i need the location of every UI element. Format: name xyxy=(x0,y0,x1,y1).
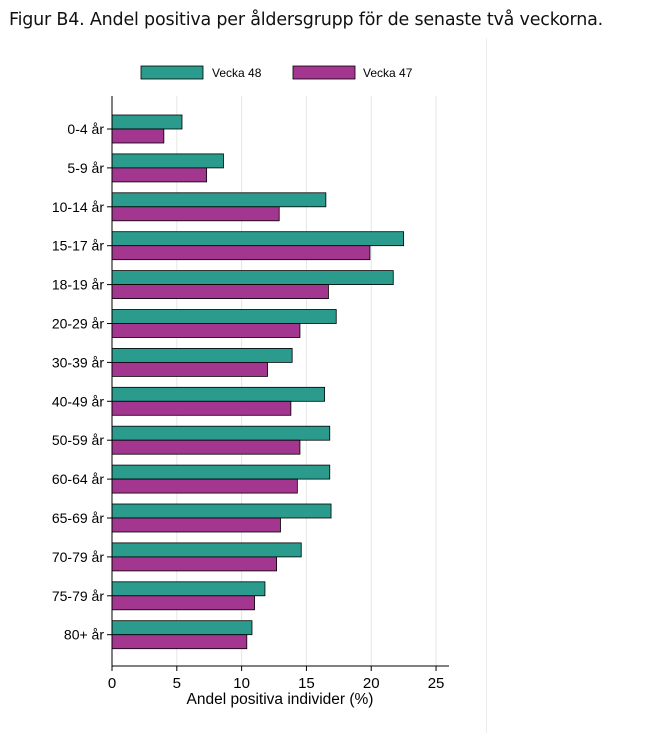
bars xyxy=(111,114,405,650)
category-label-5: 20-29 år xyxy=(52,316,104,332)
bar-vecka-48-13 xyxy=(111,620,253,636)
bar-vecka-47-9 xyxy=(111,478,298,494)
category-label-9: 60-64 år xyxy=(52,471,104,487)
figure-title: Figur B4. Andel positiva per åldersgrupp… xyxy=(9,10,603,30)
bar-vecka-48-8 xyxy=(111,425,331,441)
bar-vecka-47-4 xyxy=(111,284,329,300)
category-label-7: 40-49 år xyxy=(52,393,104,409)
x-tick-label-10: 10 xyxy=(233,675,250,692)
category-label-3: 15-17 år xyxy=(52,238,104,254)
legend-swatch-vecka-48 xyxy=(140,65,204,80)
legend-label-vecka-47: Vecka 47 xyxy=(363,66,413,80)
bar-chart: Vecka 48 Vecka 47 0-4 år 5-9 år 10-14 år 15… xyxy=(52,65,449,708)
x-tick-label-25: 25 xyxy=(428,675,445,692)
category-label-8: 50-59 år xyxy=(52,432,104,448)
category-label-2: 10-14 år xyxy=(52,199,104,215)
legend: Vecka 48 Vecka 47 xyxy=(140,65,413,80)
bar-vecka-48-10 xyxy=(111,503,332,519)
bar-vecka-48-5 xyxy=(111,309,337,324)
category-label-1: 5-9 år xyxy=(67,160,104,176)
x-tick-label-5: 5 xyxy=(173,675,181,692)
chart-panel: Vecka 48 Vecka 47 0-4 år 5-9 år 10-14 år 15… xyxy=(0,38,487,733)
grid-lines xyxy=(176,96,437,666)
category-label-13: 80+ år xyxy=(64,627,104,643)
x-axis-title: Andel positiva individer (%) xyxy=(187,691,374,708)
bar-vecka-48-2 xyxy=(111,192,327,208)
category-label-4: 18-19 år xyxy=(52,277,104,293)
bar-vecka-47-7 xyxy=(111,400,292,416)
category-label-0: 0-4 år xyxy=(67,121,104,137)
bar-vecka-47-2 xyxy=(111,206,280,222)
bar-vecka-47-0 xyxy=(111,128,165,144)
x-tick-label-20: 20 xyxy=(363,675,380,692)
bar-vecka-48-7 xyxy=(111,386,325,402)
bar-vecka-48-11 xyxy=(111,542,302,558)
category-labels: 0-4 år 5-9 år 10-14 år 15-17 år 18-19 år 20-2… xyxy=(52,121,104,643)
category-label-6: 30-39 år xyxy=(52,354,104,370)
bar-vecka-47-10 xyxy=(111,517,281,533)
bar-vecka-48-3 xyxy=(111,231,405,247)
x-tick-labels: 0 5 10 15 20 25 xyxy=(108,675,445,692)
bar-vecka-47-6 xyxy=(111,361,268,377)
category-label-12: 75-79 år xyxy=(52,588,104,604)
bar-vecka-48-6 xyxy=(111,347,293,363)
bar-vecka-48-9 xyxy=(111,464,331,480)
bar-vecka-47-11 xyxy=(111,556,278,572)
bar-vecka-48-0 xyxy=(111,114,183,130)
bar-vecka-48-4 xyxy=(111,270,394,286)
bar-vecka-47-8 xyxy=(111,439,301,455)
bar-vecka-47-5 xyxy=(111,323,301,338)
legend-label-vecka-48: Vecka 48 xyxy=(212,66,262,80)
legend-swatch-vecka-47 xyxy=(292,65,356,80)
bar-vecka-47-12 xyxy=(111,595,255,611)
category-label-11: 70-79 år xyxy=(52,549,104,565)
bar-vecka-48-1 xyxy=(111,153,224,169)
bar-vecka-47-1 xyxy=(111,167,208,183)
bar-vecka-47-13 xyxy=(111,634,248,650)
bar-vecka-47-3 xyxy=(111,245,371,261)
axes xyxy=(107,96,449,671)
x-tick-label-0: 0 xyxy=(108,675,116,692)
x-tick-label-15: 15 xyxy=(298,675,315,692)
category-label-10: 65-69 år xyxy=(52,510,104,526)
bar-vecka-48-12 xyxy=(111,581,266,597)
